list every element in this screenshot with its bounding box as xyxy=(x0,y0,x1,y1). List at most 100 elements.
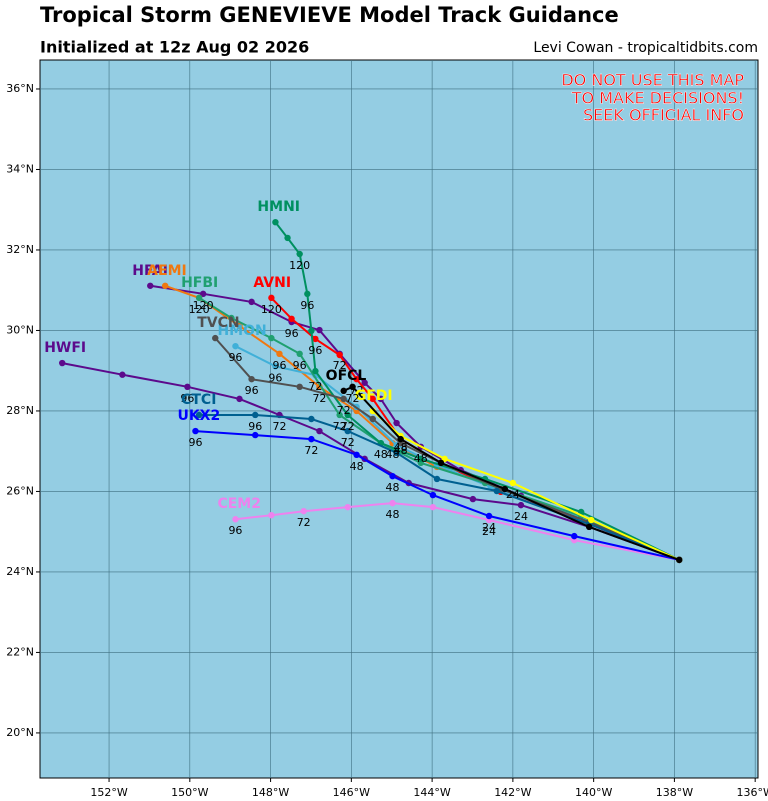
model-label: HWFI xyxy=(44,340,86,356)
model-label: HFBI xyxy=(181,275,218,291)
track-point xyxy=(268,511,275,519)
hour-label: 24 xyxy=(506,488,520,501)
hour-label: 120 xyxy=(193,299,214,312)
hour-label: 72 xyxy=(297,516,311,529)
track-point xyxy=(232,516,239,523)
model-label: UKX2 xyxy=(177,408,220,424)
hour-label: 96 xyxy=(285,327,299,340)
hour-label: 96 xyxy=(188,436,202,449)
track-point xyxy=(571,532,578,540)
track-line xyxy=(198,297,680,561)
track-point xyxy=(236,322,243,330)
hour-label: 72 xyxy=(341,420,355,433)
track-line xyxy=(214,337,680,561)
model-label: AVNI xyxy=(253,275,291,291)
x-tick-label: 152°W xyxy=(90,786,127,799)
model-label: GFDI xyxy=(355,388,393,404)
track-point xyxy=(272,363,279,370)
track-point xyxy=(353,375,360,383)
map-background xyxy=(39,59,759,779)
hour-label: 96 xyxy=(300,299,314,312)
y-tick-label: 32°N xyxy=(6,243,34,256)
track-point xyxy=(389,499,396,507)
hour-label: 24 xyxy=(482,525,496,538)
track-point xyxy=(236,395,243,403)
track-point xyxy=(312,367,319,375)
hour-label: 48 xyxy=(386,481,400,494)
track-point xyxy=(361,379,368,386)
track-point xyxy=(517,501,525,509)
x-tick-label: 150°W xyxy=(171,786,208,799)
track-point xyxy=(252,431,259,439)
hour-label: 72 xyxy=(272,420,286,433)
y-tick-label: 34°N xyxy=(6,162,34,175)
hour-label: 48 xyxy=(374,448,388,461)
track-point xyxy=(393,419,400,427)
hour-label: 96 xyxy=(228,351,242,364)
y-tick-label: 36°N xyxy=(6,82,34,95)
hour-label: 72 xyxy=(350,384,364,397)
track-point xyxy=(349,383,356,391)
track-point xyxy=(588,516,595,524)
hour-label: 96 xyxy=(293,359,307,372)
track-point xyxy=(308,415,315,423)
track-point xyxy=(300,507,307,515)
hour-label: 96 xyxy=(248,420,262,433)
track-point xyxy=(344,427,351,435)
warning: TO MAKE DECISIONS! xyxy=(571,89,744,108)
subtitle: Initialized at 12z Aug 02 2026 xyxy=(40,38,309,57)
hour-label: 48 xyxy=(414,452,428,465)
track-point xyxy=(296,383,303,391)
track-point xyxy=(195,411,203,419)
hour-label: 72 xyxy=(346,392,360,405)
model-label: CEM2 xyxy=(217,496,261,512)
hour-label: 96 xyxy=(245,384,259,397)
hour-label: 72 xyxy=(333,359,347,372)
track-point xyxy=(417,455,425,463)
hour-label: 120 xyxy=(289,259,310,272)
track-point xyxy=(195,294,203,302)
track-point xyxy=(284,234,291,242)
track-point xyxy=(433,475,441,483)
track-point xyxy=(429,491,437,499)
track-point xyxy=(501,485,509,493)
y-tick-label: 30°N xyxy=(6,323,34,336)
warning: SEEK OFFICIAL INFO xyxy=(583,106,744,125)
title: Tropical Storm GENEVIEVE Model Track Gui… xyxy=(40,3,619,27)
track-point xyxy=(377,395,385,403)
hour-label: 96 xyxy=(228,524,242,537)
track-point xyxy=(509,479,517,487)
track-point xyxy=(248,375,255,383)
y-tick-label: 26°N xyxy=(6,484,34,497)
y-tick-label: 24°N xyxy=(6,565,34,578)
hour-label: 72 xyxy=(312,392,326,405)
x-tick-label: 148°W xyxy=(252,786,289,799)
x-tick-label: 136°W xyxy=(736,786,768,799)
hour-label: 72 xyxy=(333,420,347,433)
track-point xyxy=(369,395,376,403)
x-tick-label: 144°W xyxy=(413,786,450,799)
track-point xyxy=(493,487,500,495)
track-point xyxy=(268,334,275,342)
hour-label: 96 xyxy=(272,359,286,372)
track-point xyxy=(336,411,343,419)
model-label: CTCI xyxy=(181,392,216,408)
track-point xyxy=(212,334,219,342)
x-tick-label: 142°W xyxy=(494,786,531,799)
track-point xyxy=(340,395,347,403)
track-point xyxy=(312,335,319,343)
model-label: AEMI xyxy=(147,263,187,279)
track-point xyxy=(228,314,235,322)
hour-label: 72 xyxy=(308,380,322,393)
hour-label: 24 xyxy=(482,521,496,534)
track-point xyxy=(586,523,593,531)
track-point xyxy=(336,351,343,359)
track-point xyxy=(344,503,351,511)
warning: DO NOT USE THIS MAP xyxy=(561,71,744,90)
model-label: OFCL xyxy=(326,368,367,384)
track-point xyxy=(469,495,477,503)
track-point xyxy=(316,326,323,334)
hour-label: 48 xyxy=(386,448,400,461)
model-label: HMON xyxy=(217,323,266,339)
